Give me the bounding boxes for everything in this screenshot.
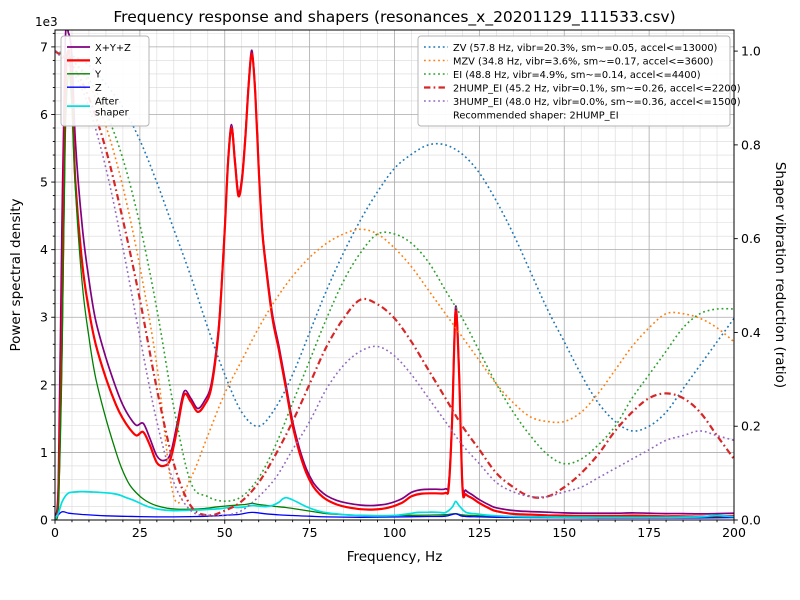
x-tick-label: 50 xyxy=(217,525,233,540)
y-right-tick-labels: 0.0 0.2 0.4 0.6 0.8 1.0 xyxy=(741,44,761,528)
y-right-tick-label: 1.0 xyxy=(741,44,761,59)
y-left-tick-label: 2 xyxy=(40,377,48,392)
y-right-tick-label: 0.8 xyxy=(741,137,761,152)
legend-item-label: 2HUMP_EI (45.2 Hz, vibr=0.1%, sm~=0.26, … xyxy=(453,83,741,94)
legend-item-label: MZV (34.8 Hz, vibr=3.6%, sm~=0.17, accel… xyxy=(453,56,713,67)
legend-item-zv: ZV (57.8 Hz, vibr=20.3%, sm~=0.05, accel… xyxy=(424,43,717,54)
legend-shapers-box xyxy=(417,35,731,127)
y-left-tick-label: 3 xyxy=(40,310,48,325)
legend-item-x-y-z: X+Y+Z xyxy=(67,43,131,54)
series-y-line xyxy=(55,72,734,520)
legend-item-label: EI (48.8 Hz, vibr=4.9%, sm~=0.14, accel<… xyxy=(453,70,701,81)
x-tick-label: 125 xyxy=(467,525,491,540)
legend-item-ei: EI (48.8 Hz, vibr=4.9%, sm~=0.14, accel<… xyxy=(424,70,701,81)
y-left-tick-label: 1 xyxy=(40,445,48,460)
series-ei-line xyxy=(55,50,734,503)
x-tick-label: 75 xyxy=(302,525,318,540)
y-left-tick-label: 4 xyxy=(40,242,48,257)
x-axis-label: Frequency, Hz xyxy=(346,549,443,565)
legend-psd-box xyxy=(60,35,150,127)
x-tick-label: 200 xyxy=(722,525,746,540)
y-left-tick-label: 6 xyxy=(40,107,48,122)
series-3hump-ei-line xyxy=(55,50,734,517)
legend-item-label: X+Y+Z xyxy=(95,43,131,54)
legend-item-x: X xyxy=(67,56,102,67)
x-tick-label: 175 xyxy=(637,525,661,540)
y-right-tick-label: 0.0 xyxy=(741,513,761,528)
x-tick-label: 25 xyxy=(132,525,148,540)
y-right-tick-label: 0.6 xyxy=(741,231,761,246)
legend-item-label: After xyxy=(95,96,119,107)
series-2hump-ei-line xyxy=(55,50,734,517)
y-axis-offset-text: 1e3 xyxy=(35,15,58,29)
y-left-tick-label: 5 xyxy=(40,175,48,190)
legend-item-label: shaper xyxy=(95,107,130,118)
x-tick-label: 150 xyxy=(552,525,576,540)
x-tick-label: 100 xyxy=(383,525,407,540)
series-group xyxy=(55,30,734,520)
legend-note: Recommended shaper: 2HUMP_EI xyxy=(453,110,619,121)
legend-item-label: X xyxy=(95,56,102,67)
y-right-tick-label: 0.4 xyxy=(741,325,761,340)
y-left-tick-label: 7 xyxy=(40,39,48,54)
y-right-tick-label: 0.2 xyxy=(741,419,761,434)
legend-item-label: ZV (57.8 Hz, vibr=20.3%, sm~=0.05, accel… xyxy=(453,43,717,54)
legend-item-2hump-ei: 2HUMP_EI (45.2 Hz, vibr=0.1%, sm~=0.26, … xyxy=(424,83,741,94)
x-tick-label: 0 xyxy=(51,525,59,540)
series-x-line xyxy=(55,49,734,520)
axis-ticks xyxy=(51,32,738,524)
y-left-tick-labels: 0 1 2 3 4 5 6 7 xyxy=(40,39,48,527)
chart-title: Frequency response and shapers (resonanc… xyxy=(113,8,676,26)
legend-item-3hump-ei: 3HUMP_EI (48.0 Hz, vibr=0.0%, sm~=0.36, … xyxy=(424,97,741,108)
legend-item-label: 3HUMP_EI (48.0 Hz, vibr=0.0%, sm~=0.36, … xyxy=(453,97,741,108)
legend-item-label: Z xyxy=(95,83,102,94)
legend-item-mzv: MZV (34.8 Hz, vibr=3.6%, sm~=0.17, accel… xyxy=(424,56,713,67)
legend-item-label: Y xyxy=(94,70,101,81)
legend-item-z: Z xyxy=(67,83,102,94)
y-left-tick-label: 0 xyxy=(40,513,48,528)
x-tick-labels: 0 25 50 75 100 125 150 175 200 xyxy=(51,525,746,540)
series-after-shaper-line xyxy=(55,490,734,520)
legend-item-y: Y xyxy=(67,70,101,81)
